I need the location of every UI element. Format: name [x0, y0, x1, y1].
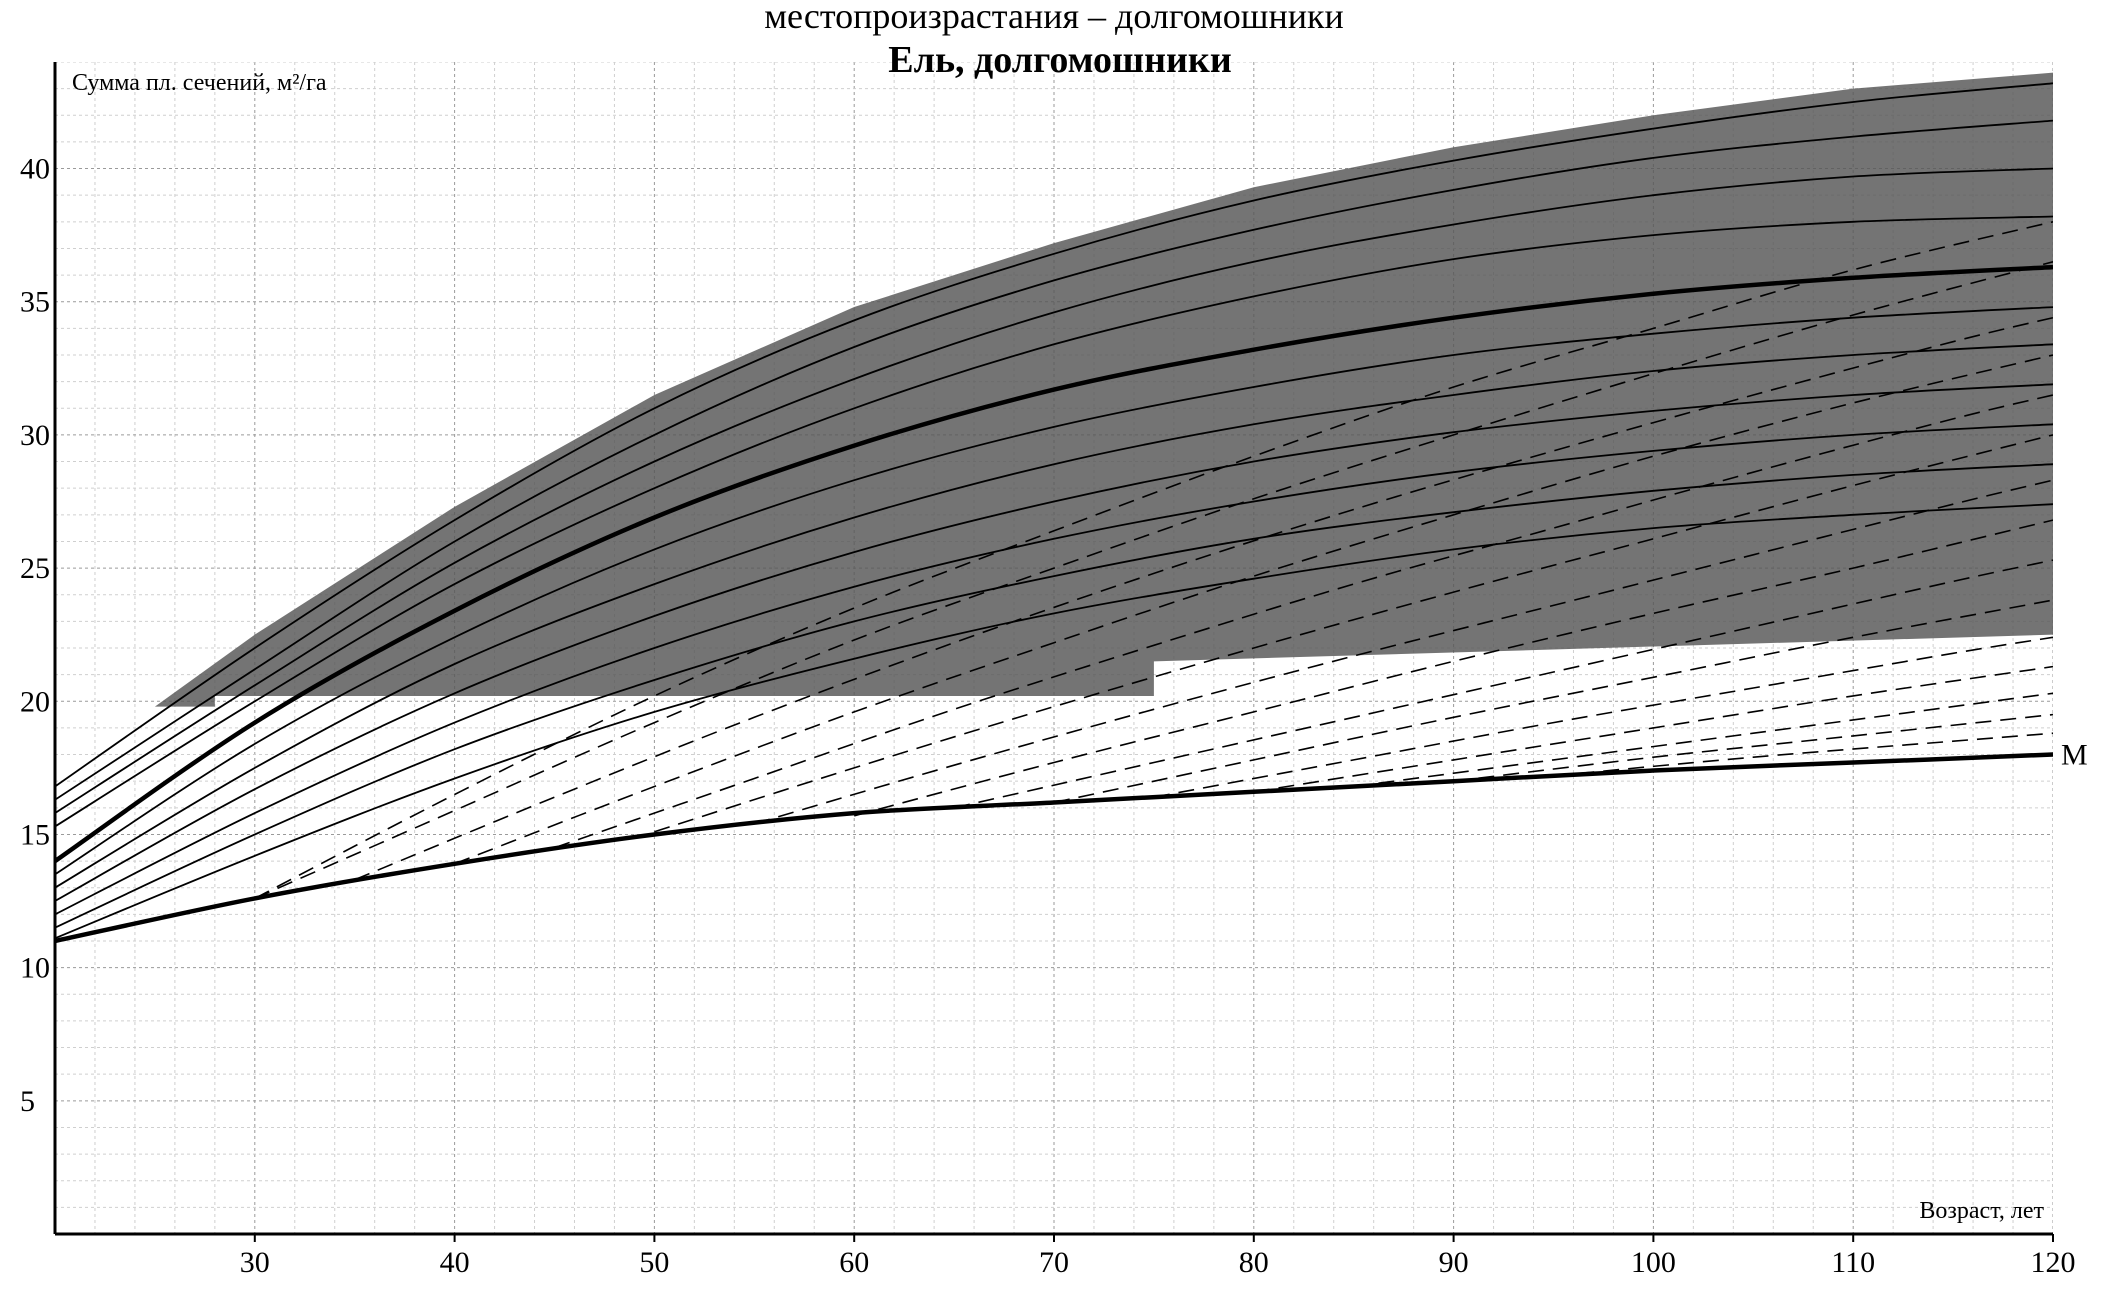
series-line — [55, 82, 2053, 788]
shaded-zone — [154, 72, 2053, 707]
x-tick-label: 110 — [1831, 1246, 1875, 1279]
x-tick-label: 30 — [240, 1246, 270, 1279]
series-line-dashed — [853, 519, 2053, 817]
series-line-dashed — [1153, 636, 2053, 798]
series-line-dashed — [454, 354, 2053, 865]
series-line — [55, 503, 2053, 940]
cut-heading: местопроизрастания – долгомошники — [764, 0, 1344, 36]
series-line-dashed — [254, 221, 2053, 900]
series-line-dashed — [1253, 665, 2053, 793]
shade-layer — [154, 72, 2053, 707]
series-line-dashed — [1353, 692, 2053, 788]
series-layer — [55, 82, 2053, 944]
y-tick-label: 5 — [20, 1085, 35, 1118]
y-tick-label: 35 — [20, 286, 50, 319]
series-line-dashed — [254, 261, 2053, 900]
series-line-dashed — [654, 434, 2053, 833]
y-tick-label: 30 — [20, 419, 50, 452]
x-axis-label: Возраст, лет — [1919, 1198, 2044, 1224]
y-tick-label: 10 — [20, 952, 50, 985]
y-tick-label: 40 — [20, 153, 50, 186]
x-tick-label: 100 — [1631, 1246, 1676, 1279]
x-tick-label: 80 — [1239, 1246, 1269, 1279]
series-line-dashed — [754, 479, 2053, 825]
series-line-dashed — [554, 394, 2053, 849]
x-tick-label: 40 — [440, 1246, 470, 1279]
series-line-m — [55, 752, 2053, 944]
chart-title: Ель, долгомошники — [888, 39, 1231, 81]
series-line-dashed — [953, 559, 2053, 809]
x-tick-label: 60 — [839, 1246, 869, 1279]
x-tick-label: 120 — [2031, 1246, 2076, 1279]
series-line — [55, 167, 2053, 814]
y-tick-label: 15 — [20, 818, 50, 851]
tick-layer: 30 40 50 60 70 80 90 100 110 120 5 10 15 20 25 30 35 40 — [20, 153, 2076, 1279]
y-tick-label: 20 — [20, 685, 50, 718]
series-line — [55, 215, 2053, 828]
series-line-dashed — [1053, 599, 2053, 804]
x-tick-label: 50 — [639, 1246, 669, 1279]
x-tick-label: 70 — [1039, 1246, 1069, 1279]
y-axis-label: Сумма пл. сечений, м²/га — [72, 70, 327, 96]
series-line-dashed — [1553, 732, 2053, 777]
series-line — [55, 463, 2053, 929]
series-line — [55, 119, 2053, 801]
y-tick-label: 25 — [20, 552, 50, 585]
series-line — [55, 423, 2053, 916]
x-tick-label: 90 — [1439, 1246, 1469, 1279]
series-line — [55, 343, 2053, 889]
series-line — [55, 306, 2053, 876]
series-line-bold — [55, 264, 2053, 863]
series-line-dashed — [354, 316, 2053, 881]
series-line-dashed — [1453, 713, 2053, 782]
series-label-m: М — [2061, 739, 2088, 772]
